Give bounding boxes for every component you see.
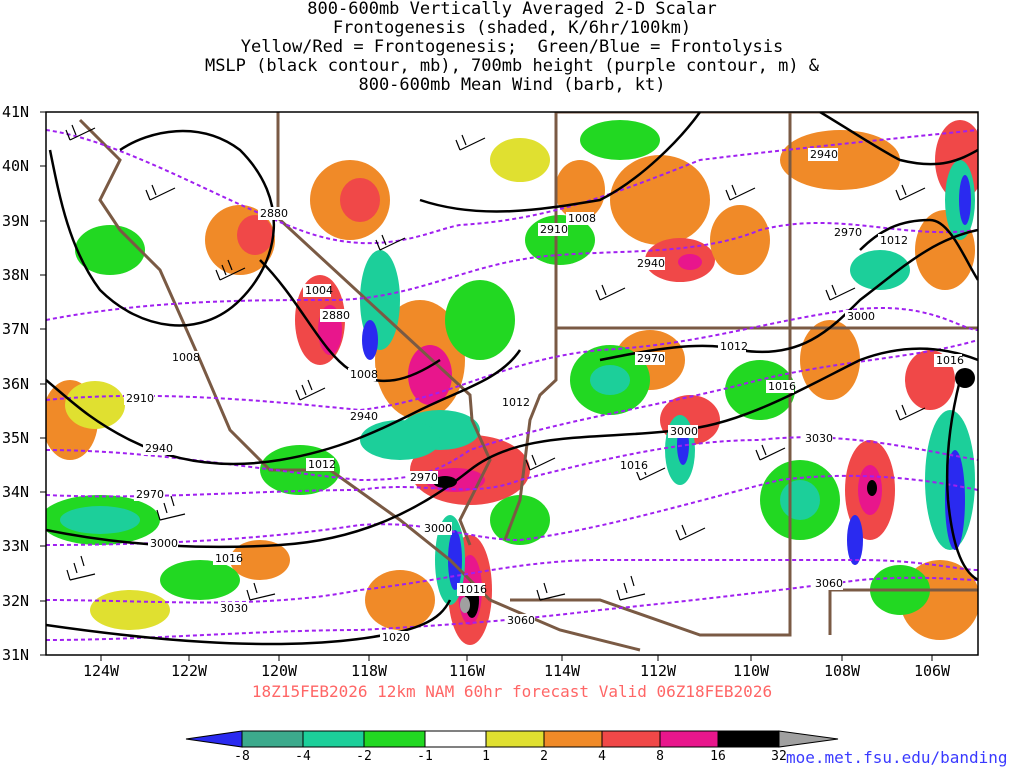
latitude-labels: 41N 40N 39N 38N 37N 36N 35N 34N 33N 32N … — [2, 103, 29, 664]
height-label: 2940 — [145, 442, 173, 455]
height-label: 3000 — [670, 425, 698, 438]
mslp-label: 1004 — [305, 284, 333, 297]
lat-label: 41N — [2, 103, 29, 121]
title-line-3: Yellow/Red = Frontogenesis; Green/Blue =… — [240, 37, 784, 57]
mslp-label: 1012 — [880, 234, 908, 247]
forecast-valid-text: 18Z15FEB2026 12km NAM 60hr forecast Vali… — [251, 682, 773, 701]
mslp-contours — [46, 112, 978, 646]
lat-label: 34N — [2, 483, 29, 501]
mslp-label: 1020 — [382, 631, 410, 644]
latitude-axis — [40, 111, 46, 656]
lon-label: 106W — [914, 662, 951, 680]
legend-swatch — [717, 730, 780, 748]
height-label: 3060 — [815, 577, 843, 590]
lat-label: 35N — [2, 429, 29, 447]
height-label: 2880 — [260, 207, 288, 220]
height-label: 2940 — [637, 257, 665, 270]
height-contours — [46, 129, 978, 641]
legend-swatch — [302, 730, 365, 748]
legend-label: 1 — [482, 749, 490, 764]
legend-swatch — [601, 730, 661, 748]
height-label: 3030 — [220, 602, 248, 615]
height-label: 3000 — [424, 522, 452, 535]
mslp-label: 1012 — [308, 458, 336, 471]
lat-label: 40N — [2, 157, 29, 175]
mslp-labels: 1004 1008 1008 1008 1012 1012 1012 1012 … — [170, 212, 964, 644]
legend-label: -4 — [295, 749, 311, 764]
height-label: 3060 — [507, 614, 535, 627]
legend-label: 32 — [771, 749, 787, 764]
title-line-1: 800-600mb Vertically Averaged 2-D Scalar — [307, 0, 717, 19]
mslp-label: 1008 — [568, 212, 596, 225]
legend-label: -1 — [417, 749, 433, 764]
legend-swatch — [659, 730, 719, 748]
frontolysis-shading — [46, 120, 975, 615]
legend-swatch — [424, 730, 487, 748]
lat-label: 32N — [2, 592, 29, 610]
lon-label: 108W — [824, 662, 861, 680]
mslp-label: 1016 — [620, 459, 648, 472]
height-label: 2910 — [540, 223, 568, 236]
lon-label: 114W — [544, 662, 581, 680]
longitude-axis — [100, 655, 933, 661]
lat-label: 36N — [2, 375, 29, 393]
legend-swatch — [241, 730, 304, 748]
longitude-labels: 124W 122W 120W 118W 116W 114W 112W 110W … — [83, 662, 951, 680]
legend-swatch-min — [185, 730, 243, 748]
lon-label: 120W — [261, 662, 298, 680]
lat-label: 39N — [2, 212, 29, 230]
legend-label: 16 — [710, 749, 726, 764]
legend-swatch — [543, 730, 603, 748]
height-label: 3030 — [805, 432, 833, 445]
title-line-4: MSLP (black contour, mb), 700mb height (… — [204, 56, 820, 76]
lon-label: 122W — [171, 662, 208, 680]
lon-label: 110W — [733, 662, 770, 680]
title-line-5: 800-600mb Mean Wind (barb, kt) — [358, 75, 666, 95]
mslp-label: 1008 — [172, 351, 200, 364]
mslp-label: 1016 — [459, 583, 487, 596]
legend-label: 2 — [540, 749, 548, 764]
map-plot-area: 2880 2880 2910 2910 2940 2940 2940 2940 … — [46, 112, 978, 655]
mslp-label: 1012 — [502, 396, 530, 409]
lon-label: 116W — [449, 662, 486, 680]
legend-label: -8 — [234, 749, 250, 764]
source-url[interactable]: moe.met.fsu.edu/banding — [786, 748, 1008, 767]
mslp-label: 1008 — [350, 368, 378, 381]
height-labels: 2880 2880 2910 2910 2940 2940 2940 2940 … — [124, 148, 875, 627]
height-label: 2970 — [637, 352, 665, 365]
legend-label: -2 — [356, 749, 372, 764]
lon-label: 118W — [351, 662, 388, 680]
mslp-label: 1012 — [720, 340, 748, 353]
map-title: 800-600mb Vertically Averaged 2-D Scalar… — [0, 0, 1024, 95]
height-label: 3000 — [847, 310, 875, 323]
height-label: 2970 — [410, 471, 438, 484]
mslp-label: 1016 — [215, 552, 243, 565]
mslp-label: 1016 — [768, 380, 796, 393]
mslp-label: 1016 — [936, 354, 964, 367]
wind-barbs — [65, 124, 926, 601]
height-label: 3000 — [150, 537, 178, 550]
height-label: 2970 — [136, 488, 164, 501]
legend-swatch — [363, 730, 426, 748]
lat-label: 37N — [2, 320, 29, 338]
lat-label: 31N — [2, 646, 29, 664]
lat-label: 38N — [2, 266, 29, 284]
color-legend: -8 -4 -2 -1 1 2 4 8 16 32 — [185, 730, 839, 764]
height-label: 2970 — [834, 226, 862, 239]
legend-swatch-max — [778, 730, 839, 748]
title-line-2: Frontogenesis (shaded, K/6hr/100km) — [332, 18, 692, 38]
height-label: 2880 — [322, 309, 350, 322]
height-label: 2910 — [126, 392, 154, 405]
height-label: 2940 — [810, 148, 838, 161]
height-label: 2940 — [350, 410, 378, 423]
legend-label: 4 — [598, 749, 606, 764]
lon-label: 112W — [640, 662, 677, 680]
state-borders — [78, 112, 978, 652]
legend-label: 8 — [656, 749, 664, 764]
lon-label: 124W — [83, 662, 120, 680]
lat-label: 33N — [2, 537, 29, 555]
legend-swatch — [485, 730, 545, 748]
